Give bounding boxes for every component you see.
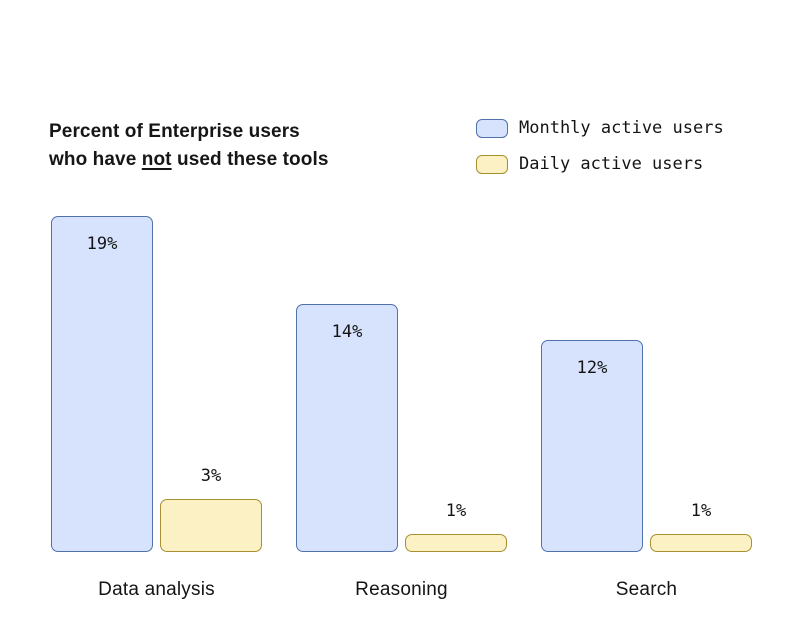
- chart-title-line2-suffix: used these tools: [171, 149, 329, 170]
- bar-value-label: 12%: [576, 357, 608, 378]
- category-label-search: Search: [615, 579, 678, 600]
- bar-monthly-data-analysis: 19%: [51, 215, 153, 552]
- legend-item-daily: Daily active users: [476, 154, 724, 174]
- bar-daily-reasoning: 1%: [405, 501, 507, 552]
- bar-value-label: 1%: [445, 501, 467, 522]
- legend-label-daily: Daily active users: [519, 154, 704, 174]
- legend-swatch-monthly-icon: [476, 118, 508, 138]
- bar-daily-data-analysis: 3%: [160, 466, 262, 552]
- bar-value-label: 19%: [86, 233, 118, 254]
- legend: Monthly active users Daily active users: [476, 118, 724, 174]
- bar-monthly-reasoning: 14%: [296, 304, 398, 552]
- bar-daily-search: 1%: [650, 501, 752, 552]
- chart-title-line1: Percent of Enterprise users: [49, 121, 300, 142]
- bar-value-label: 14%: [331, 322, 363, 343]
- chart-title: Percent of Enterprise users who have not…: [49, 118, 329, 174]
- category-label-data-analysis: Data analysis: [98, 579, 215, 600]
- category-label-reasoning: Reasoning: [355, 579, 448, 600]
- chart-title-line2-prefix: who have: [49, 149, 142, 170]
- bar-value-label: 1%: [690, 501, 712, 522]
- chart-title-line2: who have not used these tools: [49, 146, 329, 174]
- bar-value-label: 3%: [200, 465, 222, 486]
- legend-item-monthly: Monthly active users: [476, 118, 724, 138]
- bar-monthly-search: 12%: [541, 339, 643, 552]
- legend-label-monthly: Monthly active users: [519, 118, 724, 138]
- legend-swatch-daily-icon: [476, 154, 508, 174]
- chart-title-underlined-word: not: [141, 149, 172, 170]
